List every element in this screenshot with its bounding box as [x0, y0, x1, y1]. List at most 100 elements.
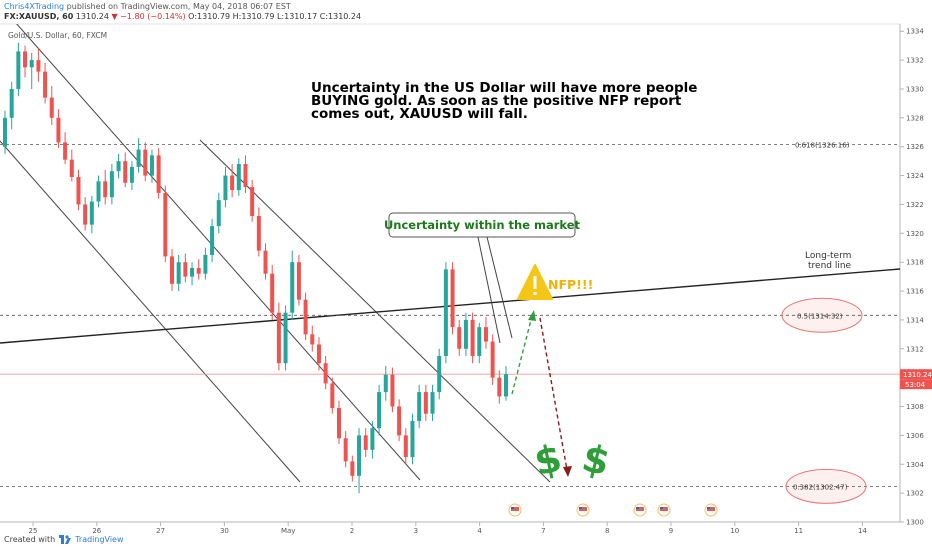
tradingview-logo-icon [59, 535, 72, 544]
candle-down [310, 334, 315, 345]
candle-down [296, 262, 301, 300]
current-price-tag [900, 369, 932, 380]
candle-down [497, 377, 502, 397]
candle-down [63, 142, 68, 160]
candle-down [397, 406, 402, 436]
candle-down [169, 256, 175, 284]
candle-down [143, 149, 148, 176]
price-axis-label: 1326 [906, 143, 924, 151]
candle-up [463, 319, 468, 349]
time-axis-label: 25 [29, 527, 38, 535]
candle-down [196, 267, 201, 274]
candle-up [437, 356, 442, 393]
tradingview-brand[interactable]: TradingView [75, 535, 124, 544]
candle-down [250, 187, 255, 216]
flag-icon [660, 507, 668, 511]
price-axis-label: 1320 [906, 230, 924, 238]
flag-icon [636, 507, 639, 509]
candle-up [477, 327, 482, 356]
candle-up [290, 262, 295, 313]
price-axis-label: 1328 [906, 114, 924, 122]
candle-down [156, 155, 161, 193]
candle-down [163, 192, 168, 257]
candle-down [69, 159, 74, 178]
candle-up [16, 51, 21, 89]
ohlc-values: O:1310.79 H:1310.79 L:1310.17 C:1310.24 [188, 12, 362, 21]
fib-level-label: 0.382(1302.47) [793, 483, 848, 491]
time-axis-label: 30 [220, 527, 229, 535]
time-axis-label: 3 [414, 527, 418, 535]
created-with-label: Created with [4, 535, 56, 544]
price-axis-label: 1300 [906, 519, 924, 527]
candle-down [470, 319, 475, 356]
candle-down [23, 51, 28, 68]
candle-up [109, 171, 114, 198]
footer: Created with TradingView [4, 535, 124, 544]
candle-up [96, 181, 101, 202]
candle-down [450, 269, 455, 328]
candle-down [43, 71, 48, 98]
candle-down [276, 312, 281, 364]
countdown-tag-label: 53:04 [905, 381, 926, 389]
price-axis-label: 1334 [906, 28, 924, 36]
author-link[interactable]: Chris4XTrading [4, 2, 65, 11]
time-axis-label: 2 [350, 527, 354, 535]
main-annotation-line-1: Uncertainty in the US Dollar will have m… [311, 80, 697, 96]
callout-pointer-line [486, 236, 513, 339]
chart-title: Gold/U.S. Dollar, 60, FXCM [8, 31, 107, 40]
flag-icon [707, 507, 715, 511]
level-highlight-ellipse [781, 297, 863, 333]
price-axis-label: 1322 [906, 201, 924, 209]
price-axis-label: 1332 [906, 57, 924, 65]
chart-header-publisher: Chris4XTrading published on TradingView.… [4, 2, 291, 11]
main-annotation-line-2: BUYING gold. As soon as the positive NFP… [311, 93, 682, 109]
candle-up [136, 149, 141, 167]
time-axis-label: 14 [858, 527, 867, 535]
candle-down [336, 407, 342, 439]
candle-up [216, 200, 221, 227]
candle-down [330, 383, 335, 408]
candle-down [483, 327, 488, 342]
candle-down [56, 117, 61, 143]
price-axis-label: 1324 [906, 172, 924, 180]
candle-up [223, 175, 228, 201]
candle-up [2, 117, 8, 147]
symbol-label[interactable]: FX:XAUUSD, 60 [4, 12, 74, 21]
time-axis-label: 26 [92, 527, 101, 535]
current-price-tag-label: 1310.24 [903, 371, 932, 379]
candle-down [343, 438, 348, 462]
trend-label-line-1: Long-term [805, 251, 851, 261]
fib-level-label: 0.5(1314.32) [797, 312, 843, 320]
time-axis-label: 27 [156, 527, 165, 535]
candle-up [377, 392, 382, 429]
candle-up [190, 267, 195, 277]
candle-up [29, 60, 34, 68]
dollar-sign-icon: $ [578, 435, 614, 484]
price-change: ▼ −1.80 (−0.14%) [111, 12, 186, 21]
time-axis-label: 11 [794, 527, 803, 535]
nfp-label: NFP!!! [548, 277, 593, 292]
callout-pointer-line [477, 236, 501, 344]
time-axis-label: 8 [605, 527, 609, 535]
flag-icon [511, 507, 519, 511]
chart-header-quote: FX:XAUUSD, 60 1310.24 ▼ −1.80 (−0.14%) O… [4, 12, 361, 21]
candle-up [176, 262, 181, 284]
price-axis-label: 1314 [906, 316, 924, 324]
candle-up [203, 254, 208, 274]
warning-icon [517, 264, 553, 300]
candle-down [256, 215, 261, 251]
price-axis-label: 1316 [906, 288, 924, 296]
flag-icon [579, 507, 582, 509]
countdown-tag [900, 379, 932, 390]
time-axis-label: 7 [541, 527, 545, 535]
candle-down [350, 461, 355, 476]
time-axis-label: 9 [669, 527, 673, 535]
projection-up-arrow [511, 315, 533, 395]
candle-up [9, 88, 14, 118]
main-annotation-line-3: comes out, XAUUSD will fall. [311, 106, 528, 122]
flag-icon [579, 507, 587, 511]
price-axis-label: 1308 [906, 403, 924, 411]
published-info: published on TradingView.com, May 04, 20… [66, 2, 291, 11]
candle-down [230, 175, 235, 190]
